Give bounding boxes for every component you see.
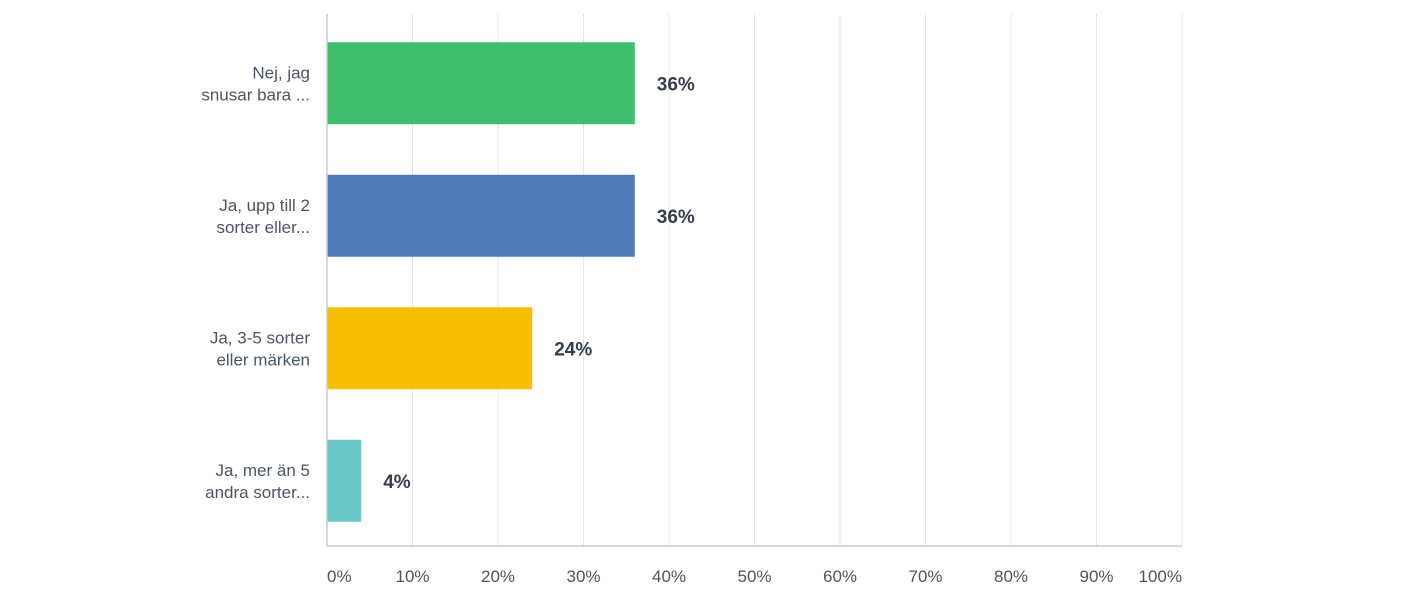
bar-3[interactable] [327, 307, 533, 390]
x-tick-label: 50% [737, 567, 771, 586]
value-label-2: 36% [657, 207, 695, 228]
axes [326, 14, 1182, 547]
x-tick-label: 60% [823, 567, 857, 586]
value-label-4: 4% [383, 472, 411, 493]
value-label-3: 24% [554, 339, 592, 360]
category-label-1-line-1: Nej, jag [252, 63, 310, 82]
x-tick-label: 30% [566, 567, 600, 586]
category-label-2-line-1: Ja, upp till 2 [219, 196, 310, 215]
x-tick-label: 0% [327, 567, 352, 586]
category-label-4-line-1: Ja, mer än 5 [216, 461, 311, 480]
category-label-4-line-2: andra sorter... [205, 483, 310, 502]
category-label-1-line-2: snusar bara ... [201, 85, 310, 104]
category-label-3-line-1: Ja, 3-5 sorter [210, 328, 310, 347]
value-label-1: 36% [657, 74, 695, 95]
bar-2[interactable] [327, 174, 635, 257]
labels: 0% 10% 20% 30% 40% 50% 60% 70% 80% 90% 100% 36% Nej,… [201, 63, 1182, 586]
x-tick-label: 100% [1139, 567, 1182, 586]
bars [327, 42, 635, 522]
bar-1[interactable] [327, 42, 635, 125]
x-tick-label: 40% [652, 567, 686, 586]
x-tick-label: 90% [1079, 567, 1113, 586]
x-tick-label: 80% [994, 567, 1028, 586]
x-tick-label: 10% [395, 567, 429, 586]
category-label-3-line-2: eller märken [216, 350, 310, 369]
category-label-2-line-2: sorter eller... [216, 218, 310, 237]
x-tick-label: 20% [481, 567, 515, 586]
x-tick-label: 70% [908, 567, 942, 586]
bar-4[interactable] [327, 439, 362, 522]
